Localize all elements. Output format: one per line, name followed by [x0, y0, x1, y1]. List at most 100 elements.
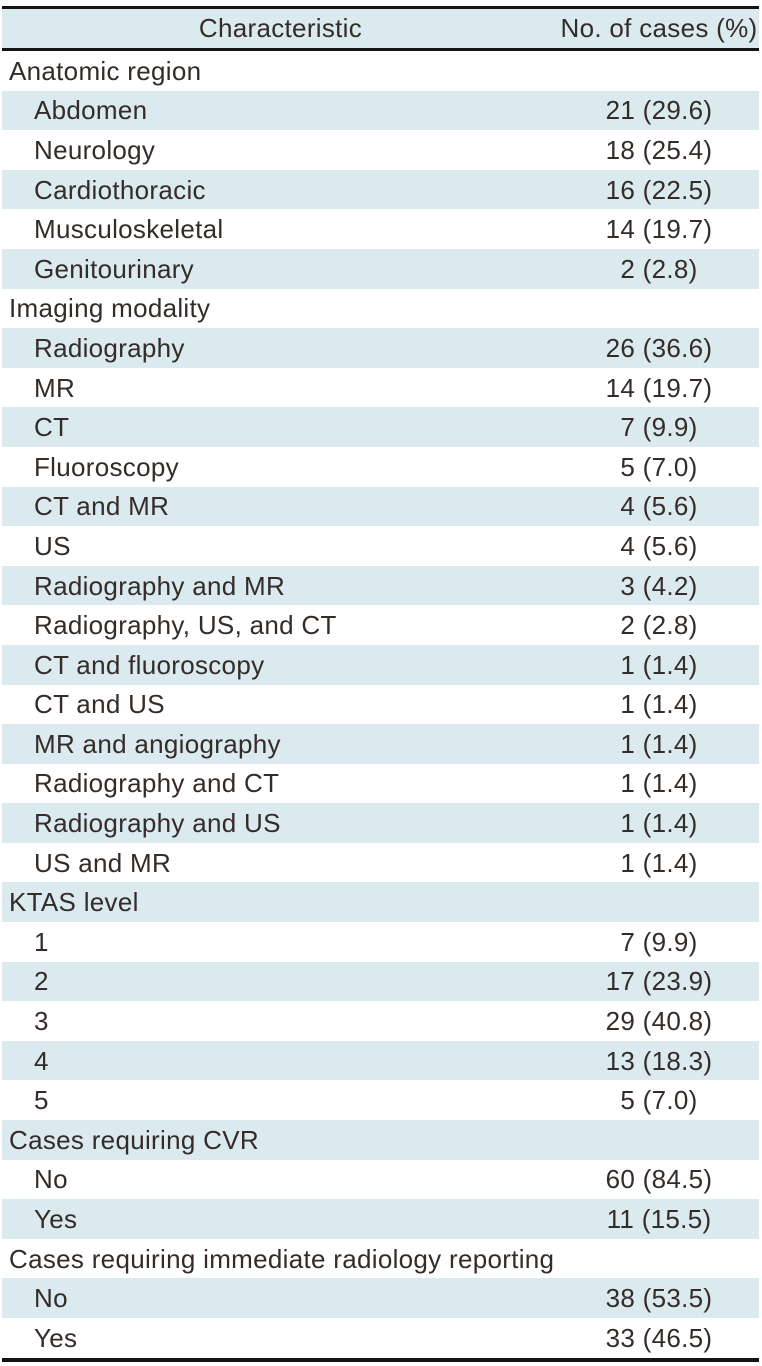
row-label: No [34, 1283, 68, 1314]
row-label: CT [34, 412, 70, 443]
table-row: US 4 (5.6) [2, 526, 759, 566]
table-row: Radiography and MR 3 (4.2) [2, 565, 759, 606]
row-label: 1 [34, 926, 49, 957]
table-row: Radiography 26 (36.6) [2, 328, 759, 368]
row-label: Musculoskeletal [34, 214, 224, 245]
row-label: Radiography, US, and CT [34, 610, 337, 641]
row-value: 7 (9.9) [620, 926, 698, 957]
table-row: Anatomic region [2, 51, 759, 91]
row-value: 2 (2.8) [620, 610, 698, 641]
table-row: Imaging modality [2, 289, 759, 329]
table-row: Radiography and CT 1 (1.4) [2, 764, 759, 804]
table-row: CT and fluoroscopy 1 (1.4) [2, 644, 759, 685]
row-value: 1 (1.4) [620, 847, 698, 878]
row-label: CT and MR [34, 491, 170, 522]
row-value: 1 (1.4) [620, 808, 698, 839]
row-value: 33 (46.5) [605, 1322, 713, 1353]
row-label: No [34, 1164, 68, 1195]
row-value: 14 (19.7) [605, 372, 713, 403]
table-row: 2 17 (23.9) [2, 961, 759, 1002]
row-label: KTAS level [9, 887, 139, 918]
row-value: 17 (23.9) [605, 966, 713, 997]
row-label: Cardiothoracic [34, 174, 206, 205]
row-label: Radiography [34, 332, 185, 363]
row-label: Radiography and MR [34, 570, 286, 601]
table-row: 5 5 (7.0) [2, 1080, 759, 1120]
row-value: 21 (29.6) [605, 95, 713, 126]
table-row: Yes 33 (46.5) [2, 1318, 759, 1358]
table-row: 1 7 (9.9) [2, 922, 759, 962]
row-value: 5 (7.0) [620, 451, 698, 482]
row-label: US and MR [34, 847, 172, 878]
row-value: 1 (1.4) [620, 649, 698, 680]
row-value: 1 (1.4) [620, 689, 698, 720]
row-value: 4 (5.6) [620, 491, 698, 522]
characteristics-table: Characteristic No. of cases (%) Anatomic… [2, 6, 759, 1362]
table-row: CT and MR 4 (5.6) [2, 486, 759, 527]
row-label: Anatomic region [9, 55, 202, 86]
row-label: Abdomen [34, 95, 148, 126]
row-value: 1 (1.4) [620, 768, 698, 799]
table-body: Anatomic region Abdomen 21 (29.6) Neurology… [2, 51, 759, 1358]
row-label: Yes [34, 1322, 78, 1353]
row-label: 4 [34, 1045, 49, 1076]
row-value: 18 (25.4) [605, 134, 713, 165]
table-row: KTAS level [2, 882, 759, 923]
row-value: 1 (1.4) [620, 728, 698, 759]
table-row: Musculoskeletal 14 (19.7) [2, 209, 759, 249]
table-row: CT 7 (9.9) [2, 407, 759, 447]
row-value: 16 (22.5) [605, 174, 713, 205]
row-label: CT and fluoroscopy [34, 649, 265, 680]
table-row: US and MR 1 (1.4) [2, 843, 759, 883]
row-value: 13 (18.3) [605, 1045, 713, 1076]
table-row: Radiography and US 1 (1.4) [2, 803, 759, 843]
row-value: 26 (36.6) [605, 332, 713, 363]
row-label: Cases requiring CVR [9, 1124, 259, 1155]
row-label: Fluoroscopy [34, 451, 179, 482]
row-label: Cases requiring immediate radiology repo… [9, 1243, 555, 1274]
row-label: 2 [34, 966, 49, 997]
table-row: Cases requiring immediate radiology repo… [2, 1239, 759, 1279]
row-label: US [34, 530, 71, 561]
row-value: 4 (5.6) [620, 530, 698, 561]
table-row: CT and US 1 (1.4) [2, 685, 759, 725]
row-label: Genitourinary [34, 253, 194, 284]
row-value: 2 (2.8) [620, 253, 698, 284]
row-label: 5 [34, 1085, 49, 1116]
table-row: Cardiothoracic 16 (22.5) [2, 169, 759, 210]
row-value: 38 (53.5) [605, 1283, 713, 1314]
row-label: CT and US [34, 689, 165, 720]
row-value: 7 (9.9) [620, 412, 698, 443]
row-label: 3 [34, 1006, 49, 1037]
table-row: 4 13 (18.3) [2, 1040, 759, 1081]
table-row: Neurology 18 (25.4) [2, 130, 759, 170]
table-bottom-rule [2, 1357, 759, 1362]
row-value: 60 (84.5) [605, 1164, 713, 1195]
table-row: No 60 (84.5) [2, 1160, 759, 1200]
row-value: 14 (19.7) [605, 214, 713, 245]
table-row: Genitourinary 2 (2.8) [2, 248, 759, 289]
row-value: 5 (7.0) [620, 1085, 698, 1116]
row-label: MR [34, 372, 76, 403]
table-row: Abdomen 21 (29.6) [2, 90, 759, 131]
column-header-cases: No. of cases (%) [560, 13, 758, 43]
table-row: MR and angiography 1 (1.4) [2, 724, 759, 764]
table-row: Fluoroscopy 5 (7.0) [2, 447, 759, 487]
row-value: 3 (4.2) [620, 570, 698, 601]
column-header-characteristic: Characteristic [198, 13, 363, 43]
table-row: Radiography, US, and CT 2 (2.8) [2, 605, 759, 645]
table-row: Yes 11 (15.5) [2, 1199, 759, 1239]
row-label: Imaging modality [9, 293, 211, 324]
row-value: 29 (40.8) [605, 1006, 713, 1037]
row-label: Radiography and US [34, 808, 281, 839]
table-row: No 38 (53.5) [2, 1278, 759, 1318]
row-value: 11 (15.5) [606, 1204, 712, 1235]
row-label: Radiography and CT [34, 768, 280, 799]
row-label: Neurology [34, 134, 156, 165]
row-label: MR and angiography [34, 728, 281, 759]
table-row: 3 29 (40.8) [2, 1001, 759, 1041]
table-header-row: Characteristic No. of cases (%) [2, 6, 759, 51]
table-row: MR 14 (19.7) [2, 368, 759, 408]
row-label: Yes [34, 1204, 78, 1235]
